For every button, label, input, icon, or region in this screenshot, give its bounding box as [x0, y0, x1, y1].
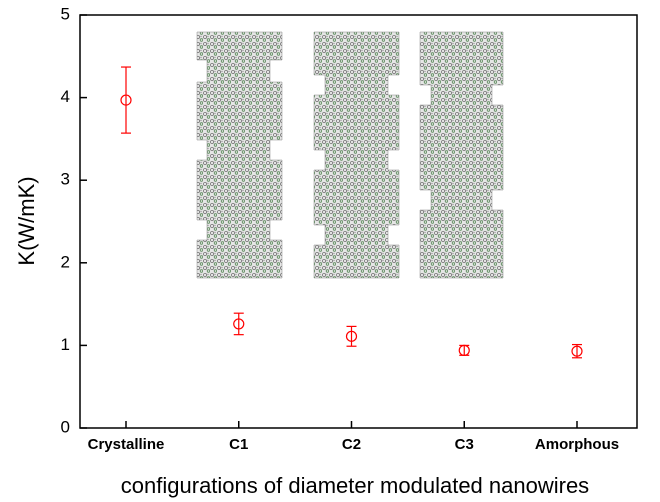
x-axis-label: configurations of diameter modulated nan… [121, 473, 589, 498]
y-tick-label: 0 [61, 417, 70, 436]
marker [571, 345, 583, 357]
x-tick-label: C2 [342, 436, 361, 453]
y-tick-label: 5 [61, 4, 70, 23]
x-tick-label: C1 [229, 436, 248, 453]
y-tick-label: 2 [61, 252, 70, 271]
plot-frame [79, 14, 638, 429]
marker [120, 94, 132, 106]
marker [458, 344, 470, 356]
marker [345, 330, 358, 342]
y-tick-label: 1 [61, 335, 70, 354]
x-tick-label: C3 [455, 436, 474, 453]
marker [233, 318, 245, 330]
nanowire-images [196, 31, 504, 279]
y-tick-label: 4 [61, 87, 70, 106]
y-tick-label: 3 [61, 170, 70, 189]
x-tick-label: Amorphous [535, 436, 619, 453]
y-axis-label: K(W/mK) [14, 176, 39, 265]
x-tick-label: Crystalline [88, 436, 165, 453]
